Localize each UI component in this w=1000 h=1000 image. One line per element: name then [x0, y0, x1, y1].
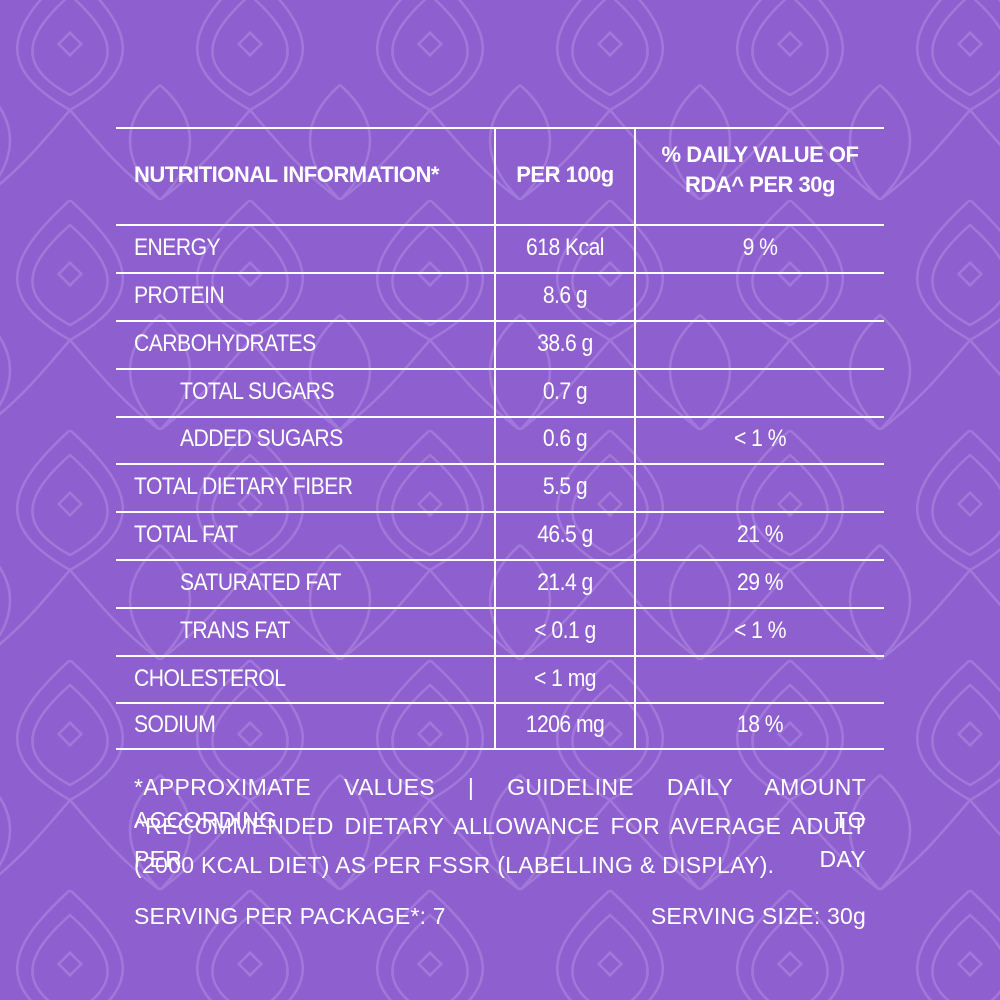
nutrient-name: ADDED SUGARS [180, 425, 343, 452]
rda-value: < 1 % [734, 425, 786, 452]
rda-value: 9 % [742, 234, 778, 261]
table-divider [116, 272, 884, 274]
table-divider [116, 368, 884, 370]
table-border-top [116, 127, 884, 129]
rda-value: < 1 % [734, 617, 786, 644]
header-rda-line2: RDA^ PER 30g [685, 172, 835, 197]
nutrient-name: SATURATED FAT [180, 569, 341, 596]
header-nutrient: NUTRITIONAL INFORMATION* [134, 162, 439, 187]
per-100g-value: 38.6 g [537, 330, 593, 357]
per-100g-value: 8.6 g [542, 282, 588, 309]
header-per-100g: PER 100g [516, 162, 614, 187]
nutrient-name: TRANS FAT [180, 617, 290, 644]
footnote-line: ^RECOMMENDED DIETARY ALLOWANCE FOR AVERA… [134, 813, 866, 872]
per-100g-value: 0.7 g [542, 378, 588, 405]
nutrient-name: TOTAL DIETARY FIBER [134, 473, 353, 500]
rda-value: 29 % [736, 569, 784, 596]
column-divider [494, 127, 496, 748]
table-divider [116, 416, 884, 418]
nutrient-name: PROTEIN [134, 282, 225, 309]
table-divider [116, 702, 884, 704]
per-100g-value: 46.5 g [537, 521, 593, 548]
table-divider [116, 655, 884, 657]
table-divider [116, 224, 884, 226]
nutrient-name: CARBOHYDRATES [134, 330, 316, 357]
table-divider [116, 511, 884, 513]
per-100g-value: < 0.1 g [534, 617, 596, 644]
per-100g-value: 0.6 g [542, 425, 588, 452]
nutrient-name: SODIUM [134, 711, 216, 738]
table-divider [116, 559, 884, 561]
rda-value: 21 % [736, 521, 784, 548]
per-100g-value: 1206 mg [525, 711, 605, 738]
per-100g-value: 5.5 g [542, 473, 588, 500]
table-border-bottom [116, 748, 884, 750]
serving-per-package: SERVING PER PACKAGE*: 7 [134, 903, 446, 929]
nutrient-name: TOTAL SUGARS [180, 378, 335, 405]
serving-size: SERVING SIZE: 30g [650, 903, 866, 929]
table-divider [116, 607, 884, 609]
nutrient-name: CHOLESTEROL [134, 665, 286, 692]
rda-value: 18 % [736, 711, 784, 738]
table-divider [116, 320, 884, 322]
per-100g-value: 21.4 g [537, 569, 593, 596]
nutrient-name: TOTAL FAT [134, 521, 238, 548]
nutrient-name: ENERGY [134, 234, 221, 261]
column-divider [634, 127, 636, 748]
per-100g-value: < 1 mg [533, 665, 597, 692]
per-100g-value: 618 Kcal [526, 234, 605, 261]
table-divider [116, 463, 884, 465]
header-rda-line1: % DAILY VALUE OF [661, 142, 859, 167]
footnote-line: (2000 KCAL DIET) AS PER FSSR (LABELLING … [134, 852, 775, 878]
footnote-line: *APPROXIMATE VALUES | GUIDELINE DAILY AM… [134, 774, 866, 833]
